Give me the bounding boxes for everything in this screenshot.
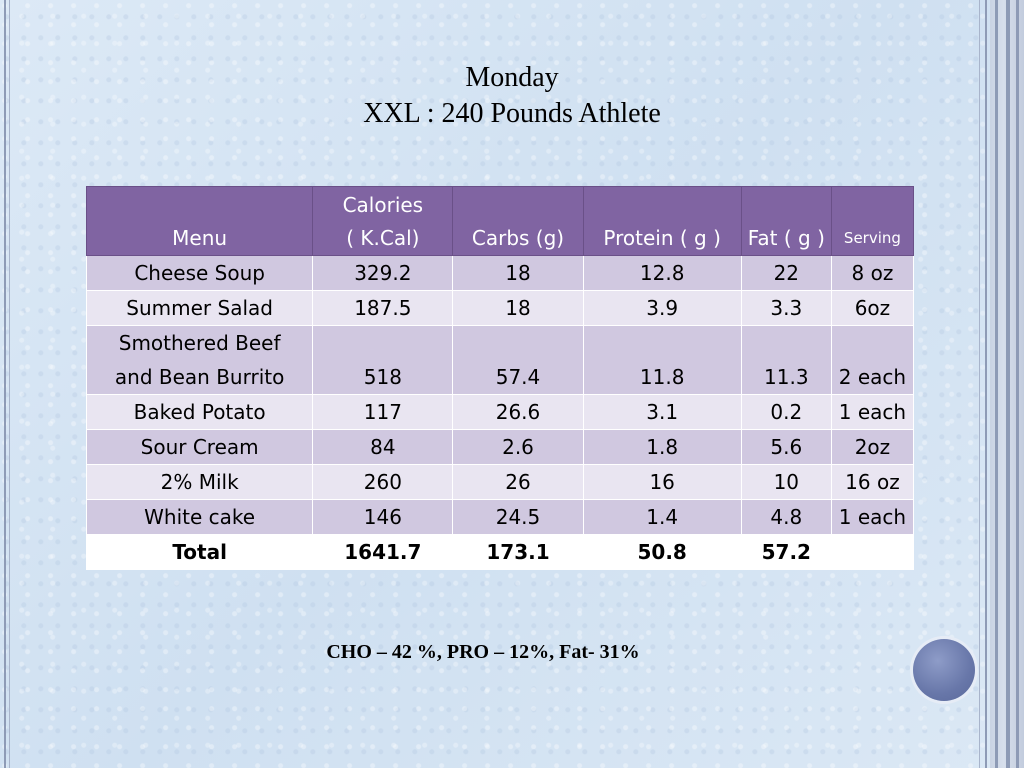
slide-title: Monday XXL : 240 Pounds Athlete [0, 60, 1024, 132]
cell-carbs: 26.6 [452, 394, 584, 430]
cell-calories: 146 [312, 499, 454, 535]
table-header-row: Menu Calories ( K.Cal) Carbs (g) Protein… [85, 186, 915, 256]
cell-menu-line2: and Bean Burrito [114, 365, 285, 389]
cell-menu-line1: Smothered Beef [118, 331, 281, 355]
total-protein: 50.8 [582, 534, 742, 570]
cell-fat: 11.3 [740, 325, 832, 395]
cell-menu: Cheese Soup [85, 255, 314, 291]
total-row: Total 1641.7 173.1 50.8 57.2 [85, 534, 915, 570]
cell-menu: White cake [85, 499, 314, 535]
cell-protein: 16 [582, 464, 742, 500]
nutrition-table: Menu Calories ( K.Cal) Carbs (g) Protein… [85, 186, 915, 570]
frame-line-left-inner [9, 0, 10, 768]
frame-line-right-3 [995, 0, 998, 768]
table-row: 2% Milk 260 26 16 10 16 oz [85, 464, 915, 500]
total-calories: 1641.7 [312, 534, 454, 570]
header-calories: Calories ( K.Cal) [312, 186, 454, 256]
total-carbs: 173.1 [452, 534, 584, 570]
title-day: Monday [465, 62, 559, 93]
total-label: Total [85, 534, 314, 570]
header-calories-line1: Calories [342, 193, 424, 217]
cell-serving: 16 oz [830, 464, 915, 500]
cell-protein: 3.1 [582, 394, 742, 430]
cell-serving: 6oz [830, 290, 915, 326]
cell-carbs: 26 [452, 464, 584, 500]
cell-protein: 11.8 [582, 325, 742, 395]
cell-menu: Summer Salad [85, 290, 314, 326]
cell-carbs: 57.4 [452, 325, 584, 395]
cell-menu: Baked Potato [85, 394, 314, 430]
cell-fat: 10 [740, 464, 832, 500]
header-menu: Menu [85, 186, 314, 256]
cell-calories: 518 [312, 325, 454, 395]
cell-protein: 3.9 [582, 290, 742, 326]
title-subtitle: XXL : 240 Pounds Athlete [363, 98, 661, 129]
table-row: Summer Salad 187.5 18 3.9 3.3 6oz [85, 290, 915, 326]
frame-line-left-outer [4, 0, 6, 768]
cell-serving: 1 each [830, 499, 915, 535]
header-calories-line2: ( K.Cal) [346, 226, 420, 250]
table-row: Cheese Soup 329.2 18 12.8 22 8 oz [85, 255, 915, 291]
cell-serving: 2 each [830, 325, 915, 395]
header-protein: Protein ( g ) [582, 186, 742, 256]
header-serving: Serving [830, 186, 915, 256]
cell-protein: 1.8 [582, 429, 742, 465]
table-row: Baked Potato 117 26.6 3.1 0.2 1 each [85, 394, 915, 430]
cell-menu: Smothered Beef and Bean Burrito [85, 325, 314, 395]
total-serving [830, 534, 915, 570]
table-row: Smothered Beef and Bean Burrito 518 57.4… [85, 325, 915, 395]
cell-carbs: 2.6 [452, 429, 584, 465]
cell-calories: 260 [312, 464, 454, 500]
header-fat: Fat ( g ) [740, 186, 832, 256]
cell-carbs: 18 [452, 290, 584, 326]
cell-carbs: 18 [452, 255, 584, 291]
frame-line-right-2 [985, 0, 987, 768]
cell-serving: 2oz [830, 429, 915, 465]
cell-menu: 2% Milk [85, 464, 314, 500]
decorative-circle [913, 639, 975, 701]
cell-protein: 1.4 [582, 499, 742, 535]
cell-fat: 4.8 [740, 499, 832, 535]
cell-fat: 3.3 [740, 290, 832, 326]
frame-line-right-4 [1006, 0, 1010, 768]
cell-serving: 8 oz [830, 255, 915, 291]
table-row: Sour Cream 84 2.6 1.8 5.6 2oz [85, 429, 915, 465]
cell-fat: 0.2 [740, 394, 832, 430]
cell-calories: 329.2 [312, 255, 454, 291]
cell-fat: 5.6 [740, 429, 832, 465]
total-fat: 57.2 [740, 534, 832, 570]
frame-line-right-1 [979, 0, 980, 768]
cell-calories: 84 [312, 429, 454, 465]
frame-line-right-5 [1016, 0, 1019, 768]
header-carbs: Carbs (g) [452, 186, 584, 256]
cell-serving: 1 each [830, 394, 915, 430]
macronutrient-footnote: CHO – 42 %, PRO – 12%, Fat- 31% [326, 641, 640, 663]
table-row: White cake 146 24.5 1.4 4.8 1 each [85, 499, 915, 535]
cell-carbs: 24.5 [452, 499, 584, 535]
cell-calories: 187.5 [312, 290, 454, 326]
cell-protein: 12.8 [582, 255, 742, 291]
cell-fat: 22 [740, 255, 832, 291]
cell-calories: 117 [312, 394, 454, 430]
cell-menu: Sour Cream [85, 429, 314, 465]
